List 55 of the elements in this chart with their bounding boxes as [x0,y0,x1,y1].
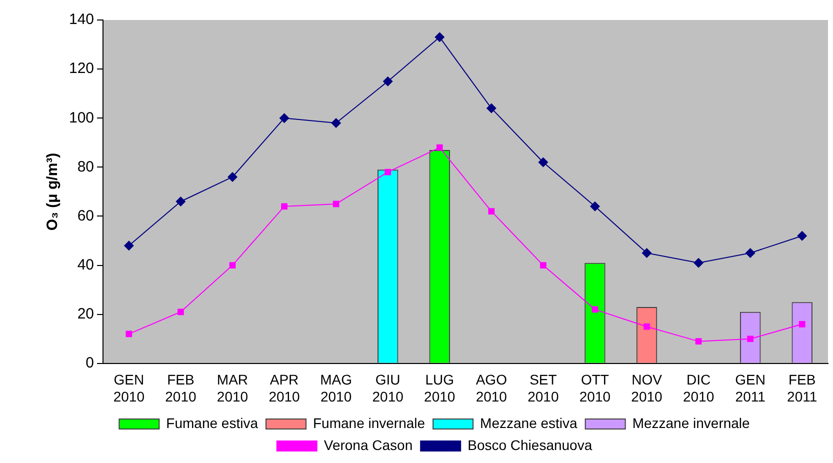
point [436,144,443,151]
x-tick-label: APR 2010 [268,372,300,404]
x-tick-label: NOV 2010 [631,372,663,404]
point [486,103,496,114]
point [694,258,704,268]
x-tick-label: SET 2010 [528,372,559,404]
point [124,240,134,251]
point [540,262,546,268]
x-tick-label: DIC 2010 [682,372,714,404]
x-tick-label: AGO 2010 [476,372,508,404]
y-tick-label: 0 [86,354,94,372]
point [745,248,756,258]
point [695,338,702,345]
point [384,168,392,176]
y-tick-label: 40 [77,256,94,274]
x-tick-label: MAR 2010 [216,372,248,404]
legend-label: Mezzane invernale [632,414,750,431]
x-tick-label: GEN 2011 [735,372,766,404]
y-tick-label: 20 [77,305,94,322]
legend-label: Fumane invernale [312,414,426,431]
point [229,262,236,268]
legend-label: Fumane estiva [166,414,258,431]
legend-label: Bosco Chiesanuova [468,436,592,453]
point [227,172,238,182]
point [126,330,132,338]
point [281,203,288,210]
point [747,336,754,342]
point [797,230,808,241]
x-tick-label: LUG 2010 [424,372,456,404]
point [642,248,652,258]
point [178,308,184,316]
point [176,196,186,207]
y-tick-label: 60 [77,207,94,224]
x-tick-label: GIU 2010 [372,372,404,404]
x-tick-label: GEN 2010 [113,372,145,404]
y-tick-label: 120 [68,60,94,78]
point [590,201,600,212]
x-tick-label: OTT 2010 [579,372,611,404]
point [382,76,393,86]
x-tick-label: FEB 2010 [165,372,196,404]
point [538,157,548,168]
x-tick-label: FEB 2011 [787,372,818,404]
y-tick-label: 100 [68,109,94,126]
point [331,118,342,128]
y-tick-label: 140 [68,11,94,28]
y-tick-label: 80 [77,158,94,176]
x-tick-label: MAG 2010 [320,372,352,404]
point [434,32,445,42]
point [488,208,495,215]
legend-label: Mezzane estiva [480,414,578,431]
legend-label: Verona Cason [324,436,413,453]
y-axis-title: O₃ (μ g/m³) [44,152,62,231]
point [279,113,290,124]
point [644,323,650,330]
point [798,320,806,328]
